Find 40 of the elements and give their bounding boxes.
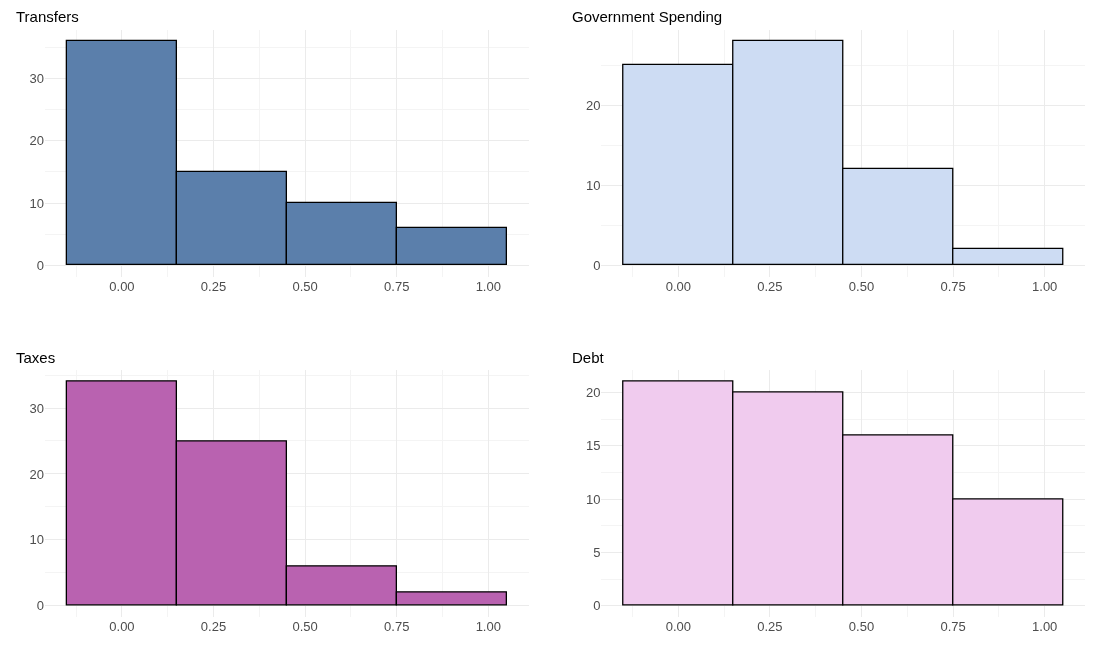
y-tick-label: 0 xyxy=(593,257,601,273)
x-tick-label: 0.25 xyxy=(200,278,227,294)
y-tick-label: 20 xyxy=(585,384,601,400)
x-tick-label: 0.00 xyxy=(665,619,691,634)
chart-title: Government Spending xyxy=(572,8,723,25)
y-tick-label: 30 xyxy=(29,400,44,416)
x-tick-label: 0.75 xyxy=(940,278,966,294)
y-tick-label: 5 xyxy=(593,544,601,560)
x-tick-label: 1.00 xyxy=(1032,278,1058,294)
y-tick-label: 10 xyxy=(585,177,601,193)
chart-title: Debt xyxy=(572,349,605,366)
y-tick-label: 10 xyxy=(29,195,44,211)
x-tick-label: 0.50 xyxy=(292,619,318,634)
chart-title: Transfers xyxy=(16,8,79,25)
x-tick-label: 0.25 xyxy=(757,278,783,294)
y-tick-label: 15 xyxy=(585,438,601,454)
x-tick-label: 0.75 xyxy=(940,619,966,634)
y-tick-label: 0 xyxy=(593,598,601,614)
y-tick-label: 10 xyxy=(585,491,601,507)
x-tick-label: 1.00 xyxy=(475,278,501,294)
y-tick-label: 20 xyxy=(29,466,44,482)
x-tick-label: 0.50 xyxy=(848,278,875,294)
y-tick-label: 0 xyxy=(36,257,44,273)
x-tick-label: 0.00 xyxy=(109,619,135,634)
x-tick-label: 0.25 xyxy=(200,619,227,634)
y-tick-label: 30 xyxy=(29,71,44,87)
x-tick-label: 1.00 xyxy=(1032,619,1058,634)
y-tick-label: 0 xyxy=(36,598,44,614)
x-tick-label: 0.50 xyxy=(292,278,318,294)
chart-title: Taxes xyxy=(16,349,56,366)
x-tick-label: 0.25 xyxy=(757,619,783,634)
x-tick-label: 0.00 xyxy=(109,278,135,294)
x-tick-label: 1.00 xyxy=(475,619,501,634)
y-tick-label: 20 xyxy=(585,97,601,113)
x-tick-label: 0.00 xyxy=(665,278,691,294)
x-tick-label: 0.50 xyxy=(848,619,875,634)
y-tick-label: 20 xyxy=(29,133,44,149)
y-tick-label: 10 xyxy=(29,532,44,548)
x-tick-label: 0.75 xyxy=(384,278,410,294)
x-tick-label: 0.75 xyxy=(384,619,410,634)
